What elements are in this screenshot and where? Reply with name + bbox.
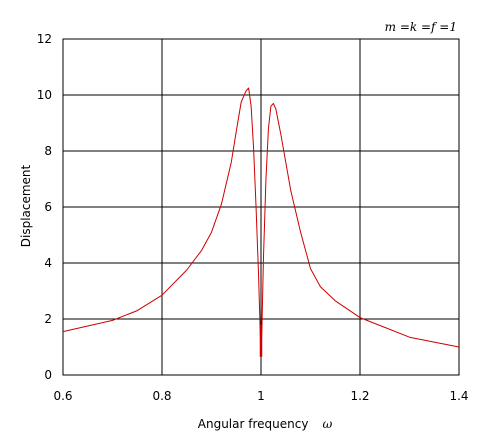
x-tick-label-0: 0.6 bbox=[53, 389, 72, 403]
parameter-annotation: m =k =f =1 bbox=[385, 20, 457, 34]
x-axis-label: Angular frequency bbox=[198, 417, 309, 431]
x-tick-labels: 0.6 0.8 1 1.2 1.4 bbox=[53, 389, 468, 403]
x-tick-label-2: 1 bbox=[257, 389, 265, 403]
y-tick-label-1: 2 bbox=[44, 312, 52, 326]
y-tick-label-3: 6 bbox=[44, 200, 52, 214]
x-tick-label-4: 1.4 bbox=[449, 389, 468, 403]
x-axis-symbol: ω bbox=[322, 417, 332, 431]
plot-border bbox=[62, 38, 460, 376]
y-tick-labels: 0 2 4 6 8 10 12 bbox=[37, 32, 52, 382]
x-tick-label-3: 1.2 bbox=[350, 389, 369, 403]
y-tick-label-4: 8 bbox=[44, 144, 52, 158]
y-tick-label-0: 0 bbox=[44, 368, 52, 382]
y-axis-title: Displacement bbox=[19, 164, 33, 247]
plot-frame bbox=[62, 38, 460, 376]
x-tick-label-1: 0.8 bbox=[152, 389, 171, 403]
series-layer bbox=[62, 87, 460, 358]
y-tick-label-5: 10 bbox=[37, 88, 52, 102]
y-tick-label-2: 4 bbox=[44, 256, 52, 270]
y-tick-label-6: 12 bbox=[37, 32, 52, 46]
x-axis-title: Angular frequency ω bbox=[198, 417, 333, 431]
